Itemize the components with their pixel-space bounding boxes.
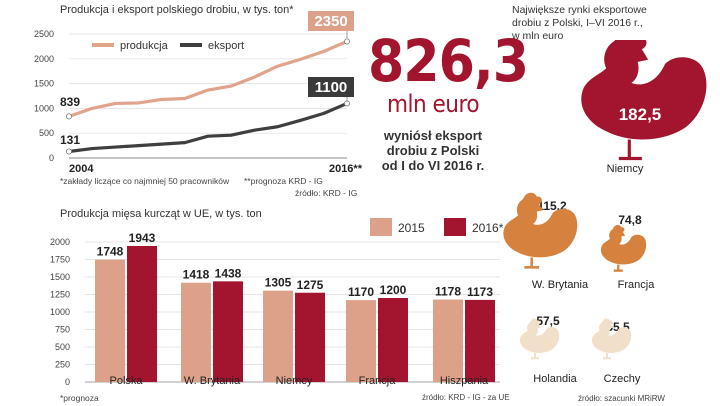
chicken-icon-francja bbox=[600, 224, 647, 272]
start-label-export: 131 bbox=[60, 133, 80, 147]
end-label-production: 2350 bbox=[314, 13, 347, 30]
bar-value-label: 1275 bbox=[297, 278, 324, 292]
highlight-value: 826,3 bbox=[368, 27, 529, 95]
market-name-francja: Francja bbox=[618, 279, 656, 291]
line-y-tick-label: 2500 bbox=[34, 29, 54, 39]
market-value-holandia: 57,5 bbox=[536, 314, 560, 328]
markets-title-line-1: Największe rynki eksportowe bbox=[512, 4, 647, 16]
bar-y-tick-label: 1250 bbox=[50, 290, 70, 300]
bar-2016-polska bbox=[127, 245, 157, 382]
chicken-icon-holandia bbox=[519, 318, 560, 360]
bar-y-tick-label: 1750 bbox=[50, 255, 70, 265]
bar-source: źródło: KRD - IG - za UE bbox=[422, 393, 510, 402]
market-value-francja: 74,8 bbox=[618, 213, 642, 227]
legend-swatch-2015 bbox=[370, 218, 392, 236]
chicken-icon-czechy bbox=[591, 318, 632, 360]
market-name-niemcy: Niemcy bbox=[607, 163, 644, 175]
highlight-desc-line-1: wyniósł eksport bbox=[383, 128, 483, 143]
bar-category-label: Polska bbox=[109, 375, 143, 387]
bar-y-tick-label: 1500 bbox=[50, 272, 70, 282]
legend-label-export: eksport bbox=[208, 40, 244, 52]
bar-value-label: 1438 bbox=[215, 266, 242, 280]
bar-2015-polska bbox=[95, 259, 125, 382]
x-end-label: 2016** bbox=[329, 163, 363, 175]
bar-y-tick-label: 1000 bbox=[50, 307, 70, 317]
markets-title: Największe rynki eksportowe drobiu z Pol… bbox=[512, 4, 647, 43]
bar-value-label: 1200 bbox=[380, 283, 407, 297]
line-footnote-2: **prognoza KRD - IG bbox=[244, 176, 323, 186]
line-point bbox=[343, 38, 350, 45]
markets-source: źródło: szacunki MRiRW bbox=[578, 394, 665, 403]
bar-y-tick-label: 2000 bbox=[50, 237, 70, 247]
markets-chickens: 182,5 Niemcy 115,2 W. Brytania 74,8 Fran… bbox=[503, 40, 707, 385]
line-y-tick-label: 2000 bbox=[34, 54, 54, 64]
market-name-wbrytania: W. Brytania bbox=[532, 279, 589, 291]
bar-value-label: 1305 bbox=[265, 276, 292, 290]
highlight-unit: mln euro bbox=[386, 90, 480, 118]
bar-chart-title: Produkcja mięsa kurcząt w UE, w tys. ton bbox=[60, 208, 262, 220]
bar-category-label: W. Brytania bbox=[184, 375, 241, 387]
bar-y-tick-label: 750 bbox=[55, 325, 70, 335]
x-start-label: 2004 bbox=[69, 163, 94, 175]
legend-swatch-2016 bbox=[444, 218, 466, 236]
end-label-export-box bbox=[308, 77, 354, 97]
bar-y-tick-label: 500 bbox=[55, 342, 70, 352]
line-source: źródło: KRD - IG bbox=[295, 188, 358, 198]
line-chart: 0 500 1000 1500 2000 2500 produkcja eksport 8… bbox=[34, 11, 363, 175]
legend-label-production: produkcja bbox=[120, 40, 169, 52]
market-name-czechy: Czechy bbox=[604, 373, 641, 385]
bar-2015-francja bbox=[346, 300, 376, 382]
highlight-desc-line-2: drobiu z Polski bbox=[386, 143, 480, 158]
chicken-icon-wbrytania bbox=[503, 192, 578, 269]
end-label-export: 1100 bbox=[315, 79, 348, 96]
line-series-production bbox=[68, 39, 348, 118]
bar-value-label: 1748 bbox=[97, 245, 124, 259]
bar-category-label: Niemcy bbox=[276, 375, 313, 387]
line-y-tick-label: 1000 bbox=[34, 103, 54, 113]
market-value-niemcy: 182,5 bbox=[619, 105, 662, 124]
bar-chart: 2015 2016* 0 250 500 750 1000 1250 1500 1750 200… bbox=[50, 218, 504, 387]
bar-category-label: Francja bbox=[359, 375, 397, 387]
bar-value-label: 1170 bbox=[348, 285, 374, 299]
line-chart-title: Produkcja i eksport polskiego drobiu, w … bbox=[60, 4, 294, 16]
line-series-export bbox=[68, 101, 348, 154]
bar-y-tick-label: 250 bbox=[55, 360, 70, 370]
line-point bbox=[66, 148, 73, 155]
bar-footnote: *prognoza bbox=[60, 393, 99, 403]
legend-label-2016: 2016* bbox=[472, 221, 504, 235]
line-y-tick-label: 0 bbox=[49, 153, 54, 163]
bar-value-label: 1173 bbox=[467, 285, 493, 299]
legend-label-2015: 2015 bbox=[398, 221, 425, 235]
bar-2016-francja bbox=[378, 298, 408, 382]
start-label-production: 839 bbox=[60, 95, 80, 109]
bar-2016-niemcy bbox=[295, 292, 325, 382]
line-y-tick-label: 500 bbox=[39, 128, 54, 138]
bar-2016-w-brytania bbox=[213, 281, 243, 382]
bar-y-tick-label: 0 bbox=[65, 377, 70, 387]
bar-category-label: Hiszpania bbox=[440, 375, 489, 387]
markets-title-line-2: drobiu z Polski, I–VI 2016 r., bbox=[512, 17, 643, 29]
bar-2015-w-brytania bbox=[181, 282, 211, 382]
bar-value-label: 1178 bbox=[435, 285, 461, 299]
highlight-description: wyniósł eksport drobiu z Polski od I do … bbox=[368, 128, 498, 173]
highlight-desc-line-3: od I do VI 2016 r. bbox=[381, 158, 485, 173]
bar-2016-hiszpania bbox=[465, 299, 495, 382]
bar-value-label: 1943 bbox=[129, 231, 156, 245]
bar-value-label: 1418 bbox=[183, 268, 210, 282]
bar-2015-niemcy bbox=[263, 290, 293, 382]
market-name-holandia: Holandia bbox=[533, 373, 577, 385]
line-y-tick-label: 1500 bbox=[34, 79, 54, 89]
bar-2015-hiszpania bbox=[433, 299, 463, 382]
end-label-production-box bbox=[308, 11, 354, 31]
line-point bbox=[66, 113, 73, 120]
line-footnote: *zakłady liczące co najmniej 50 pracowni… bbox=[60, 176, 230, 186]
markets-title-line-3: w mln euro bbox=[512, 30, 564, 42]
chicken-icon-niemcy bbox=[581, 40, 707, 161]
